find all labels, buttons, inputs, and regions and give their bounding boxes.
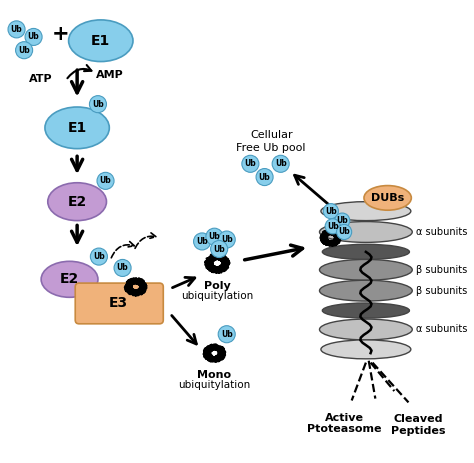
- Text: Ub: Ub: [275, 159, 287, 169]
- Text: Ub: Ub: [259, 173, 271, 181]
- Text: Ub: Ub: [245, 159, 256, 169]
- Circle shape: [206, 228, 223, 245]
- FancyArrowPatch shape: [67, 65, 91, 78]
- Circle shape: [256, 169, 273, 186]
- Text: Ub: Ub: [100, 176, 111, 185]
- Circle shape: [90, 96, 107, 113]
- Text: Ub: Ub: [337, 216, 348, 225]
- Circle shape: [8, 21, 25, 38]
- Text: E2: E2: [60, 272, 79, 286]
- Circle shape: [242, 155, 259, 172]
- Ellipse shape: [321, 202, 411, 220]
- Circle shape: [16, 42, 33, 59]
- Text: Ub: Ub: [325, 206, 337, 216]
- Ellipse shape: [41, 261, 98, 297]
- Text: Ub: Ub: [221, 235, 233, 244]
- Text: Ub: Ub: [221, 330, 233, 339]
- Circle shape: [25, 28, 42, 45]
- Circle shape: [91, 248, 108, 265]
- Ellipse shape: [322, 244, 410, 259]
- Text: Active: Active: [325, 413, 364, 423]
- Text: E1: E1: [67, 121, 87, 135]
- Text: Cellular: Cellular: [250, 131, 292, 140]
- Circle shape: [218, 231, 235, 248]
- Text: ubiquitylation: ubiquitylation: [181, 291, 254, 301]
- Ellipse shape: [319, 319, 412, 340]
- Text: Mono: Mono: [197, 370, 231, 380]
- Circle shape: [337, 225, 352, 239]
- Text: DUBs: DUBs: [371, 193, 404, 203]
- Text: AMP: AMP: [96, 70, 124, 80]
- FancyArrowPatch shape: [135, 233, 156, 248]
- Ellipse shape: [319, 222, 412, 243]
- Text: ubiquitylation: ubiquitylation: [178, 380, 251, 390]
- FancyArrowPatch shape: [111, 242, 134, 258]
- Circle shape: [193, 233, 210, 250]
- Circle shape: [325, 219, 340, 234]
- Text: β subunits: β subunits: [416, 265, 467, 275]
- Text: +: +: [51, 24, 69, 44]
- Circle shape: [210, 240, 228, 257]
- Ellipse shape: [45, 107, 109, 149]
- Ellipse shape: [322, 303, 410, 318]
- Ellipse shape: [319, 259, 412, 280]
- Text: Free Ub pool: Free Ub pool: [237, 143, 306, 153]
- Ellipse shape: [364, 186, 411, 210]
- Text: Ub: Ub: [327, 222, 338, 231]
- Circle shape: [114, 259, 131, 276]
- Text: E1: E1: [91, 34, 110, 48]
- Text: Ub: Ub: [10, 25, 22, 34]
- FancyBboxPatch shape: [75, 283, 163, 324]
- Text: Ub: Ub: [18, 46, 30, 55]
- Circle shape: [323, 204, 338, 219]
- Text: Ub: Ub: [196, 237, 208, 246]
- Circle shape: [218, 325, 235, 343]
- Text: Cleaved: Cleaved: [393, 414, 443, 425]
- Text: α subunits: α subunits: [416, 325, 467, 334]
- Text: E3: E3: [109, 296, 128, 310]
- Ellipse shape: [69, 20, 133, 62]
- Ellipse shape: [48, 183, 107, 220]
- Text: E2: E2: [67, 194, 87, 209]
- Text: Peptides: Peptides: [391, 426, 445, 436]
- Text: Ptoteasome: Ptoteasome: [307, 424, 382, 434]
- Text: β subunits: β subunits: [416, 286, 467, 296]
- Text: ATP: ATP: [29, 74, 53, 84]
- Circle shape: [335, 213, 350, 228]
- Text: Ub: Ub: [338, 227, 350, 237]
- Text: Ub: Ub: [92, 100, 104, 109]
- Text: Ub: Ub: [27, 32, 39, 42]
- Text: Poly: Poly: [204, 281, 231, 291]
- Text: Ub: Ub: [209, 232, 220, 241]
- Ellipse shape: [319, 280, 412, 301]
- Text: Ub: Ub: [117, 263, 128, 272]
- Ellipse shape: [321, 340, 411, 359]
- Text: Ub: Ub: [93, 252, 105, 261]
- Circle shape: [272, 155, 289, 172]
- Text: Ub: Ub: [213, 244, 225, 254]
- Circle shape: [97, 172, 114, 189]
- Text: α subunits: α subunits: [416, 227, 467, 237]
